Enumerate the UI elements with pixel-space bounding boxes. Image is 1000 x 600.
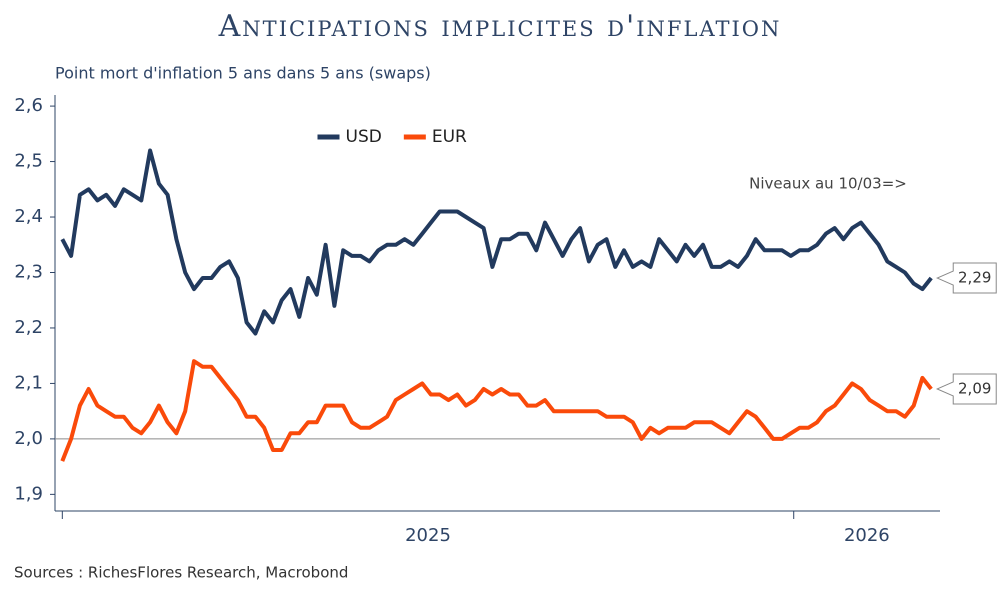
y-tick-label: 2,4 [14, 206, 43, 227]
series-line [60, 148, 933, 336]
x-tick-label: 2025 [405, 525, 451, 546]
y-tick-label: 2,0 [14, 428, 43, 449]
series-line [60, 359, 933, 462]
source: Sources : RichesFlores Research, Macrobo… [14, 564, 348, 582]
y-tick-label: 2,5 [14, 151, 43, 172]
legend-label: USD [346, 127, 382, 147]
y-tick-label: 2,6 [14, 95, 43, 116]
chart-title: Anticipations implicites d'inflation [218, 9, 782, 44]
y-tick-label: 1,9 [14, 483, 43, 504]
annotation: Niveaux au 10/03=> [749, 175, 907, 193]
y-tick-label: 2,2 [14, 317, 43, 338]
callout-label: 2,29 [958, 269, 991, 287]
callout-box [935, 262, 997, 294]
x-tick-label: 2026 [844, 525, 890, 546]
legend-label: EUR [432, 127, 467, 147]
y-tick-label: 2,3 [14, 261, 43, 282]
y-tick-label: 2,1 [14, 372, 43, 393]
callout-label: 2,09 [958, 379, 991, 397]
callout-box [935, 373, 997, 405]
subtitle: Point mort d'inflation 5 ans dans 5 ans … [55, 64, 431, 83]
